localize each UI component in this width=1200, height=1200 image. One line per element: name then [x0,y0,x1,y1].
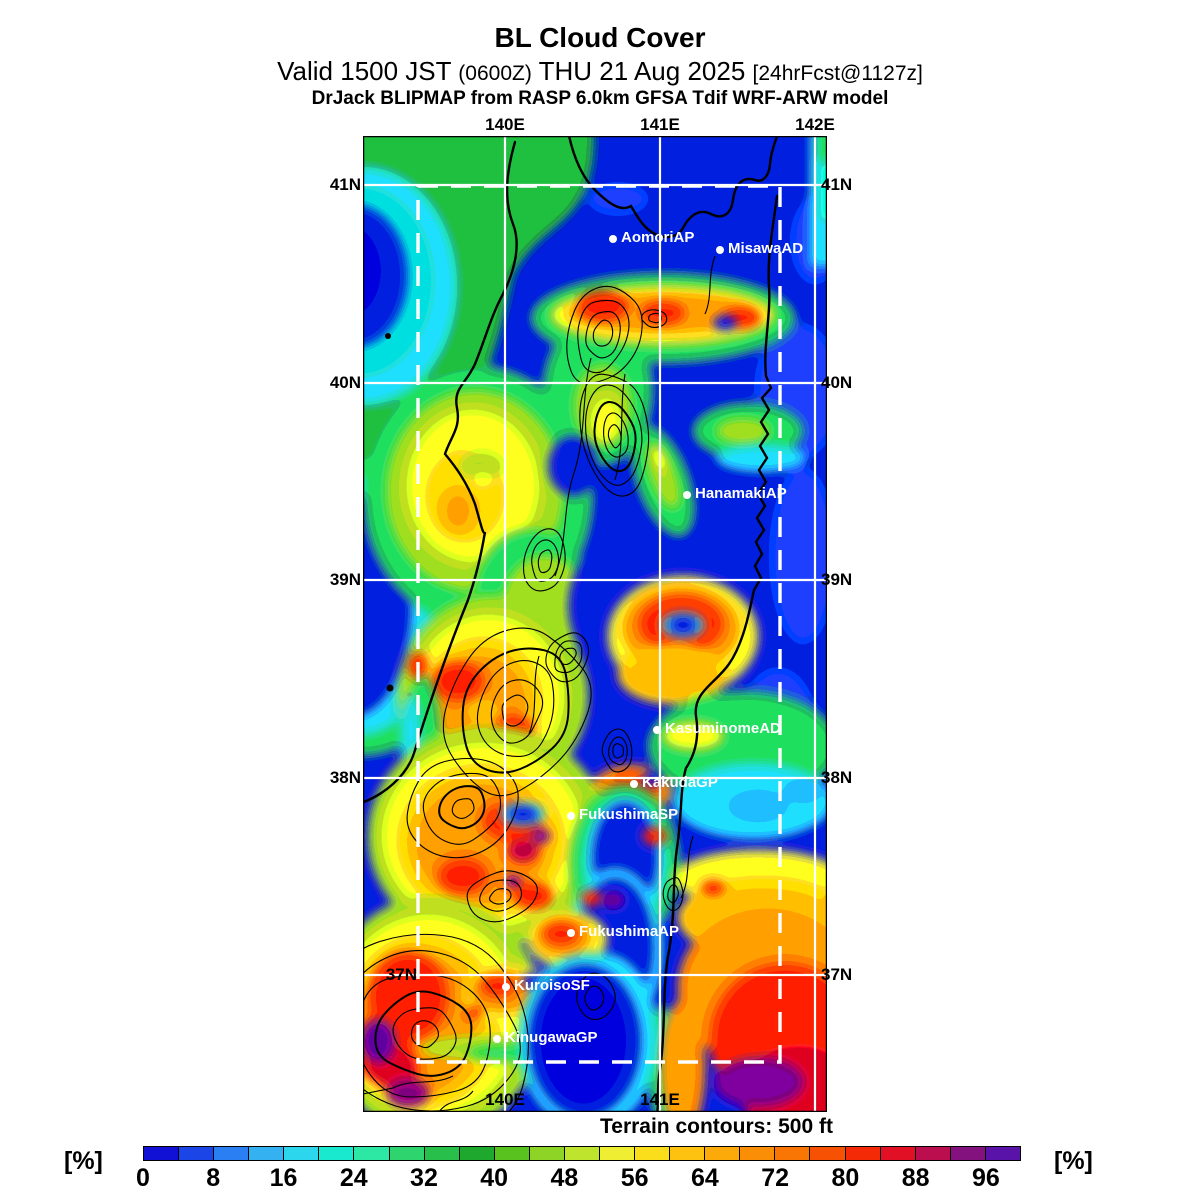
lon-label-top: 141E [640,115,680,134]
valid-time: Valid 1500 JST [277,56,452,86]
site-label: AomoriAP [621,229,695,246]
lat-label-left: 38N [329,768,361,787]
site-dot-icon [630,780,638,788]
site-dot-icon [683,491,691,499]
coastline [363,136,779,1112]
site-label: HanamakiAP [695,485,787,502]
colorbar-tick-label: 0 [136,1164,150,1192]
colorbar-tick-label: 56 [620,1164,649,1192]
colorbar-cell [985,1147,1020,1160]
colorbar-tick-label: 40 [480,1164,509,1192]
colorbar-cell [249,1147,285,1160]
valid-date: THU 21 Aug 2025 [538,56,746,86]
colorbar-tick-label: 32 [410,1164,438,1192]
cloud-cover-map [363,136,827,1112]
colorbar-cell [880,1147,916,1160]
lon-label-top: 140E [485,115,525,134]
colorbar-ticks: 0 8 16 24 32 40 48 56 64 72 80 88 96 [136,1164,1021,1194]
colorbar-cell [389,1147,425,1160]
colorbar-tick-label: 80 [831,1164,860,1192]
lat-label-left: 41N [329,175,361,194]
colorbar-tick-label: 72 [761,1164,790,1192]
lon-label-bottom: 141E [640,1090,680,1109]
colorbar-cell [459,1147,495,1160]
colorbar-tick-label: 64 [691,1164,719,1192]
lat-label-left: 40N [329,373,361,392]
colorbar-cell [635,1147,671,1160]
site-dot-icon [653,726,661,734]
colorbar-cell [564,1147,601,1160]
site-label: KinugawaGP [505,1029,598,1046]
colorbar-cell [494,1147,530,1160]
site-label: KasuminomeAD [665,720,781,737]
map-panel: 140E 141E 142E 140E 141E 41N 40N 39N 38N 37N 41N 40… [330,115,852,1112]
site-label: FukushimaSP [579,806,679,823]
lat-label-right: 38N [821,768,853,787]
lat-label-left-inside: 37N [385,965,417,984]
colorbar-cell [214,1147,250,1160]
colorbar-cell [740,1147,776,1160]
colorbar-tick-label: 96 [971,1164,1000,1192]
site-label: FukushimaAP [579,923,680,940]
colorbar-cell [144,1147,180,1160]
terrain-note: Terrain contours: 500 ft [600,1115,833,1138]
lat-label-right: 39N [821,570,853,589]
colorbar-cell [319,1147,355,1160]
graticule [363,136,827,1112]
colorbar-tick-label: 48 [550,1164,579,1192]
site-dot-icon [567,929,575,937]
colorbar-cell [529,1147,565,1160]
site-label: MisawaAD [728,240,804,257]
colorbar-cell [424,1147,460,1160]
colorbar-cell [705,1147,741,1160]
lon-label-top: 142E [795,115,835,134]
colorbar-cell [284,1147,320,1160]
colorbar-cell [179,1147,215,1160]
valid-line: Valid 1500 JST (0600Z) THU 21 Aug 2025 [… [0,56,1200,87]
lon-label-bottom: 140E [485,1090,525,1109]
lat-label-left: 39N [329,570,361,589]
colorbar-unit-right: [%] [1054,1147,1093,1175]
colorbar-cells [143,1146,1021,1161]
colorbar-cell [810,1147,846,1160]
colorbar-tick-label: 24 [339,1164,368,1192]
forecast-tag: [24hrFcst@1127z] [752,62,923,85]
site-label: KuroisoSF [514,977,590,994]
cloud-cover-field [363,136,827,1112]
colorbar-cell [670,1147,706,1160]
colorbar-cell [354,1147,390,1160]
colorbar-cell [600,1147,636,1160]
site-dot-icon [609,235,617,243]
site-dot-icon [502,983,510,991]
lat-label-right: 37N [821,965,853,984]
model-line: DrJack BLIPMAP from RASP 6.0km GFSA Tdif… [311,88,889,109]
valid-zulu: (0600Z) [458,62,532,85]
colorbar-cell [915,1147,951,1160]
colorbar-cell [950,1147,986,1160]
colorbar-unit-left: [%] [64,1147,103,1175]
site-label: KakudaGP [642,774,718,791]
domain-boundary-box [416,184,782,1064]
page-title: BL Cloud Cover [494,22,706,53]
colorbar-tick-label: 16 [269,1164,298,1192]
colorbar-cell [775,1147,811,1160]
site-dot-icon [493,1035,501,1043]
colorbar-cell [845,1147,881,1160]
colorbar-tick-label: 88 [901,1164,930,1192]
colorbar-tick-label: 8 [206,1164,221,1192]
lat-label-right: 41N [821,175,853,194]
site-dot-icon [716,246,724,254]
lat-label-right: 40N [821,373,853,392]
site-dot-icon [567,812,575,820]
